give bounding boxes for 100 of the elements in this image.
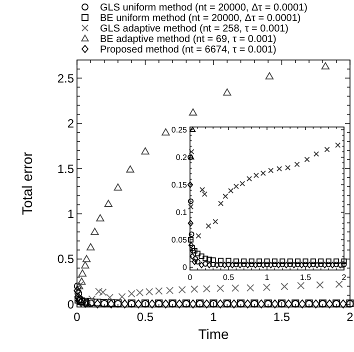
point [256, 262, 262, 268]
point [78, 278, 86, 285]
point [74, 286, 82, 296]
point [241, 262, 247, 268]
point [246, 284, 254, 292]
y-tick-label: 2 [67, 116, 74, 131]
point [166, 286, 174, 294]
y-tick-label: 0.1 [176, 208, 188, 218]
point [260, 170, 266, 176]
point [302, 258, 308, 264]
point [304, 156, 310, 162]
point [272, 262, 278, 268]
point [94, 298, 102, 306]
point [118, 293, 126, 301]
point [206, 262, 212, 268]
point [228, 188, 234, 194]
point [94, 300, 102, 308]
point [232, 284, 240, 292]
point [202, 191, 208, 197]
point [335, 142, 341, 148]
point [78, 269, 87, 277]
point [188, 220, 194, 226]
point [294, 162, 300, 168]
point [99, 288, 107, 296]
point [268, 168, 274, 174]
point [200, 186, 206, 192]
point [95, 288, 103, 296]
y-tick-label: 0.25 [171, 126, 188, 135]
point [310, 262, 316, 268]
point [134, 300, 142, 308]
point [245, 262, 250, 268]
x-tick-label: 1.5 [273, 310, 290, 324]
point [284, 300, 292, 308]
x-tick-label: 0.5 [222, 273, 235, 282]
point [339, 300, 347, 308]
point [264, 258, 270, 264]
point [218, 262, 224, 268]
point [212, 218, 218, 224]
point [81, 261, 90, 268]
y-tick-label: 0.5 [57, 252, 74, 266]
legend-label: Proposed method (nt = 6674, τ = 0.001) [100, 44, 276, 56]
point [230, 300, 238, 308]
point [322, 262, 328, 268]
point [341, 262, 347, 268]
point [291, 262, 297, 268]
point [192, 256, 198, 262]
y-tick-label: 0 [182, 263, 188, 272]
point [287, 262, 293, 268]
point [318, 258, 324, 264]
point [226, 262, 232, 268]
point [216, 300, 224, 308]
point [194, 259, 200, 264]
y-tick-label: 1.5 [57, 162, 74, 176]
point [248, 262, 254, 268]
x-tick-label: 1.5 [300, 273, 312, 282]
point [306, 262, 312, 268]
point [178, 286, 186, 294]
point [126, 165, 134, 173]
y-tick-label: 0.15 [171, 180, 188, 190]
point [96, 214, 104, 222]
point [210, 257, 216, 263]
point [230, 262, 236, 268]
point [276, 262, 282, 268]
y-axis-title: Total error [19, 152, 35, 216]
point [264, 262, 270, 268]
point [316, 281, 324, 289]
point [334, 262, 340, 268]
x-tick-label: 1 [264, 273, 270, 282]
point [280, 282, 288, 290]
point [287, 258, 293, 264]
x-tick-label: 2 [342, 273, 347, 282]
legend-label: BE uniform method (nt = 20000, Δτ = 0.0001) [100, 13, 301, 24]
point [104, 200, 112, 207]
point [194, 250, 200, 256]
point [74, 292, 82, 302]
point [90, 228, 99, 235]
point [189, 300, 197, 308]
point [188, 108, 198, 116]
y-tick-label: 0 [67, 297, 74, 312]
point [187, 182, 193, 188]
point [176, 300, 184, 308]
point [146, 288, 154, 296]
point [198, 262, 204, 268]
point [190, 245, 196, 251]
y-tick-label: 2.5 [57, 71, 74, 86]
point [233, 262, 239, 268]
point [237, 262, 243, 268]
point [206, 223, 212, 229]
point [280, 258, 286, 264]
point [190, 126, 196, 132]
point [202, 256, 208, 262]
point [297, 282, 305, 290]
point [326, 258, 332, 264]
point [295, 262, 301, 268]
point [198, 254, 204, 259]
point [192, 258, 198, 265]
point [162, 128, 170, 136]
point [155, 287, 163, 295]
point [314, 151, 320, 157]
point [162, 300, 170, 308]
